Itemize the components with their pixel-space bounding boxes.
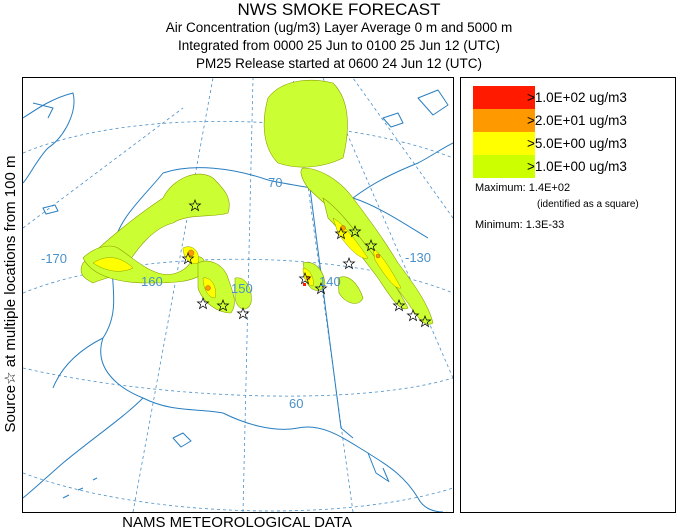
kodiak-island	[172, 432, 192, 448]
legend: >1.0E+02 ug/m3 >2.0E+01 ug/m3 >5.0E+00 u…	[460, 77, 676, 513]
source-star	[342, 257, 356, 270]
coastlines	[23, 89, 453, 512]
legend-label-2: >2.0E+01 ug/m3	[527, 113, 627, 128]
lon-label: 160	[141, 274, 163, 289]
siberia-coast	[23, 92, 75, 184]
source-star	[236, 307, 250, 320]
source-star	[188, 199, 202, 212]
plume-layer-3	[187, 225, 381, 291]
source-markers	[181, 199, 432, 328]
alaska-coast-south	[222, 412, 444, 512]
maximum-square	[303, 283, 306, 286]
source-label: Source☆ at multiple locations from 100 m	[2, 155, 19, 433]
source-star	[334, 227, 348, 240]
source-star	[406, 309, 420, 322]
plume-yukon	[337, 276, 364, 304]
legend-swatch-2	[473, 109, 535, 132]
meridian-160	[132, 78, 214, 512]
alaska-peninsula	[23, 397, 144, 499]
parallel-70	[23, 120, 453, 159]
source-star	[298, 272, 312, 285]
subtitle-integration: Integrated from 0000 25 Jun to 0100 25 J…	[178, 38, 500, 53]
graticule	[23, 78, 453, 512]
meridian-140	[292, 78, 354, 512]
maximum-note: (identified as a square)	[537, 199, 639, 210]
lon-label: -130	[405, 250, 431, 265]
lon-label: -170	[41, 251, 67, 266]
plume-layer-1	[80, 79, 434, 325]
lat-label: 70	[268, 175, 282, 190]
source-star	[418, 315, 432, 328]
source-star	[348, 225, 362, 238]
plume-central2	[234, 277, 252, 310]
minimum-value: Minimum: 1.3E-33	[475, 219, 565, 231]
subtitle-release: PM25 Release started at 0600 24 Jun 12 (…	[196, 56, 482, 71]
alaska-canada-border	[307, 172, 354, 439]
se-alaska	[367, 452, 390, 483]
alaska-coast-north	[162, 167, 429, 239]
bristol-bay	[52, 337, 104, 389]
canada-arctic-coast	[352, 142, 453, 199]
source-star	[314, 282, 328, 295]
siberia-inlet	[32, 102, 54, 119]
legend-label-3: >5.0E+00 ug/m3	[527, 136, 627, 151]
map-title: NWS SMOKE FORECAST	[237, 0, 441, 19]
st-lawrence-island	[42, 204, 59, 215]
lon-label: 150	[231, 281, 253, 296]
maximum-value: Maximum: 1.4E+02	[475, 182, 571, 194]
source-star	[181, 252, 195, 265]
canada-islands	[382, 89, 449, 128]
legend-label-4: >1.0E+00 ug/m3	[527, 159, 627, 174]
parallel-60	[23, 367, 453, 397]
source-star	[216, 299, 230, 312]
plume-east-main	[263, 79, 348, 168]
legend-swatch-3	[473, 132, 535, 155]
lon-label: 140	[319, 274, 341, 289]
subtitle-concentration: Air Concentration (ug/m3) Layer Average …	[165, 20, 513, 35]
source-star	[392, 299, 406, 312]
plume-central	[197, 260, 235, 314]
source-star	[364, 239, 378, 252]
meridian-120	[352, 78, 453, 219]
smoke-map: -170 160 150 140 -130 70 60	[22, 77, 454, 513]
legend-swatch-4	[473, 155, 535, 178]
map-canvas: -170 160 150 140 -130 70 60	[23, 78, 453, 512]
alaska-coast-west	[100, 172, 224, 414]
data-source-footer: NAMS METEOROLOGICAL DATA	[122, 514, 352, 531]
plume-layer-4	[303, 283, 306, 286]
graticule-labels: -170 160 150 140 -130 70 60	[41, 175, 431, 411]
legend-swatch-1	[473, 86, 535, 109]
legend-label-1: >1.0E+02 ug/m3	[527, 90, 627, 105]
source-star	[196, 297, 210, 310]
lat-label: 60	[289, 396, 303, 411]
aleutian-islands	[62, 477, 98, 499]
parallel-55	[23, 472, 453, 512]
